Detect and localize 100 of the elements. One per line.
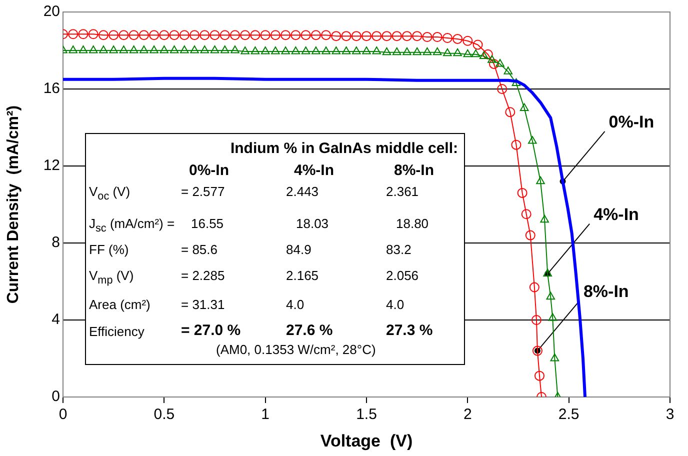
point (471, 49, 480, 58)
point (443, 48, 452, 56)
point (280, 30, 291, 40)
point (531, 315, 542, 325)
point (160, 46, 169, 54)
point (78, 29, 88, 40)
point (452, 34, 463, 44)
point (88, 46, 98, 54)
annotation: 0%-In (189, 162, 230, 179)
point (300, 30, 311, 40)
point (149, 30, 160, 40)
point (479, 51, 488, 60)
point (240, 30, 250, 40)
point (352, 46, 361, 54)
point (68, 29, 78, 40)
point (432, 32, 442, 42)
point (220, 30, 230, 40)
point (68, 46, 78, 54)
y-tick-label: 4 (52, 311, 60, 328)
point (382, 47, 392, 56)
point (119, 46, 128, 54)
point (529, 282, 540, 292)
point (534, 370, 544, 381)
annotation: 84.9 (286, 242, 312, 257)
point (536, 176, 545, 184)
point (463, 49, 472, 58)
annotation: = 27.0 % (181, 322, 241, 339)
point (150, 46, 158, 54)
annotation: 27.6 % (286, 322, 333, 339)
point (98, 30, 108, 40)
annotation: 18.80 (396, 216, 429, 231)
x-tick-label: 0.5 (154, 406, 175, 424)
annotation: 16.55 (191, 216, 224, 231)
point (118, 30, 129, 40)
y-tick-label: 8 (52, 234, 60, 252)
point (520, 103, 529, 111)
y-tick-label: 20 (43, 3, 60, 20)
annotation: = 31.31 (181, 297, 225, 312)
annotation: FF (%) (89, 242, 129, 257)
point (109, 46, 118, 54)
point (372, 46, 382, 54)
point (546, 292, 556, 300)
annotation: 8%-In (583, 282, 629, 301)
annotation: 0%-In (608, 112, 654, 132)
y-tick-label: 16 (43, 80, 60, 98)
point (505, 107, 516, 118)
point (528, 136, 537, 144)
annotation: Efficiency (89, 324, 144, 339)
point (108, 30, 119, 40)
point (200, 30, 210, 40)
point (392, 31, 402, 42)
point (442, 32, 452, 43)
point (179, 30, 190, 40)
annotation: 4.0 (386, 297, 404, 312)
x-tick-label: 2 (463, 406, 472, 424)
point (548, 313, 558, 321)
point (291, 46, 300, 54)
annotation: Indium % in GaInAs middle cell: (229, 140, 458, 157)
point (504, 66, 513, 74)
point (525, 230, 536, 240)
point (362, 46, 371, 54)
annotation: J$_{sc}$ (mA/cm²) = (89, 216, 175, 235)
point (312, 46, 320, 54)
point (521, 209, 532, 220)
point (190, 30, 200, 40)
annotation: 83.2 (386, 242, 412, 257)
point (210, 46, 220, 54)
point (462, 36, 473, 46)
point (332, 46, 341, 54)
point (351, 31, 362, 42)
point (260, 46, 270, 54)
point (230, 30, 240, 40)
annotation: 2.361 (386, 184, 419, 199)
point (270, 30, 280, 40)
y-axis-title: Current Density (mA/cm²) (5, 105, 22, 304)
point (412, 31, 422, 42)
point (321, 30, 332, 40)
x-tick-label: 1.5 (356, 406, 377, 424)
point (540, 214, 549, 223)
point (331, 31, 342, 42)
point (412, 47, 422, 56)
point (362, 31, 372, 42)
point (169, 30, 180, 40)
annotation: 4%-In (594, 204, 639, 224)
annotation: V$_{mp}$ (V) (89, 268, 134, 287)
y-tick-label: 12 (43, 157, 60, 174)
point (382, 31, 392, 42)
x-tick-label: 1 (261, 406, 270, 424)
point (422, 32, 432, 42)
point (372, 31, 382, 42)
point (140, 46, 148, 54)
point (422, 47, 432, 56)
annotation: = 85.6 (181, 242, 218, 257)
x-tick-label: 2.5 (558, 406, 580, 424)
point (497, 84, 508, 94)
annotation: 4.0 (286, 297, 304, 312)
point (281, 46, 290, 54)
point (250, 30, 260, 40)
point (517, 188, 528, 198)
annotation: 4%-In (294, 162, 334, 179)
